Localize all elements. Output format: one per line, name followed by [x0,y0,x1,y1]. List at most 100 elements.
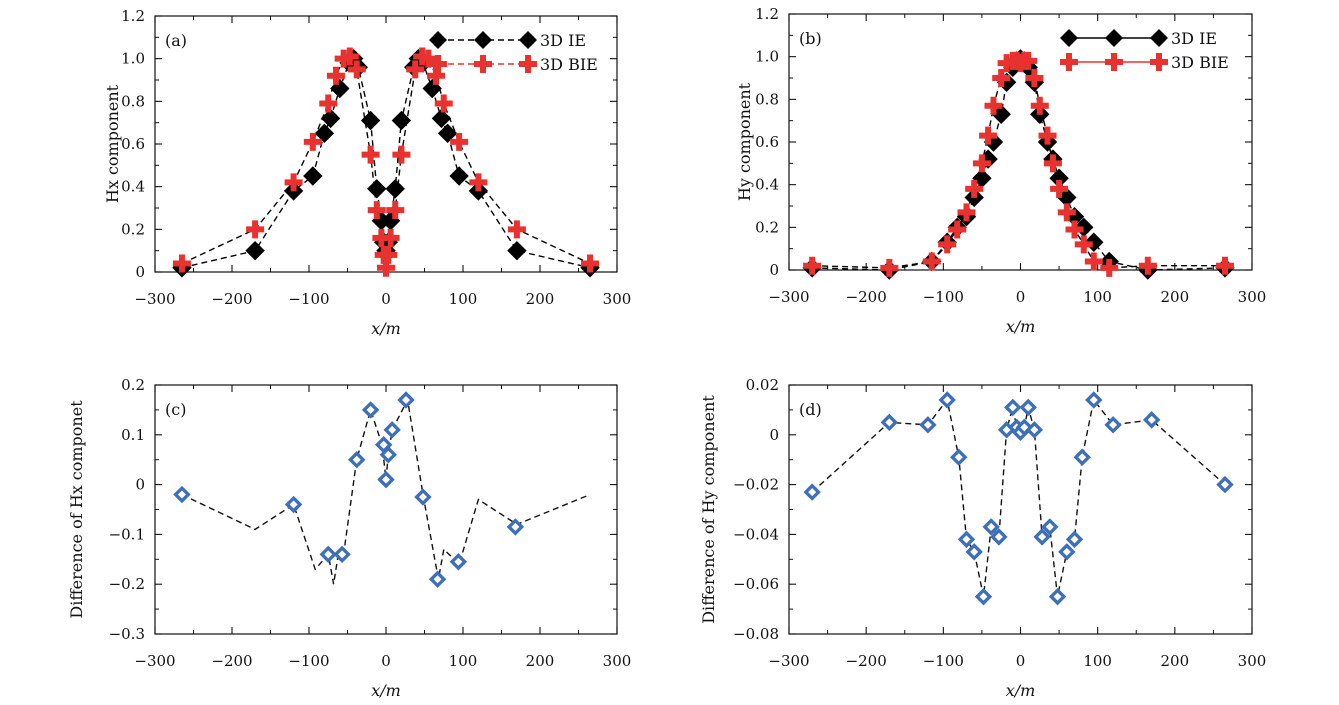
x-tick-label: 0 [1016,288,1026,306]
y-tick-label: 0.8 [121,92,145,110]
y-tick-label: −0.1 [109,525,145,543]
legend-marker [1060,29,1078,47]
panel-label: (b) [799,29,822,48]
legend-label: 3D BIE [540,55,598,74]
y-tick-label: 0.1 [121,426,145,444]
bie-marker [361,145,380,164]
bie-marker [1030,96,1049,115]
difference-marker-center [352,455,361,464]
x-axis-title: x/m [1006,681,1036,700]
y-tick-label: −0.04 [733,525,779,543]
bie-marker [377,258,395,277]
difference-marker-center [1109,420,1118,429]
difference-marker-center [454,557,463,566]
bie-marker [450,132,469,151]
panel-label: (c) [165,400,186,419]
y-tick-label: −0.06 [733,575,779,593]
bie-marker [246,220,265,239]
bie-marker [1074,235,1093,254]
ie-marker [320,108,341,129]
difference-marker-center [808,488,817,497]
difference-marker-center [962,535,971,544]
bie-marker [938,235,957,254]
panel-a: −300 −200 −100 0 100 200 300 0 0.2 0.4 0.6 0.8 1.0 1.… [103,7,631,338]
bie-marker [972,154,991,173]
x-tick-label: 0 [381,290,391,308]
x-tick-label: 100 [1083,288,1112,306]
bie-marker [992,69,1011,87]
bie-marker [340,47,359,66]
plot-frame [154,384,618,635]
x-tick-label: 300 [1238,652,1267,670]
x-axis-title: x/m [1006,317,1036,336]
bie-marker [1084,252,1103,271]
difference-marker-center [418,493,427,502]
ie-marker [314,123,335,144]
bie-marker [965,179,984,198]
legend-marker [429,31,447,49]
x-tick-label: 200 [526,652,555,670]
difference-marker-center [366,405,375,414]
difference-marker-center [402,395,411,404]
bie-marker [1038,126,1057,145]
difference-marker-center [994,532,1003,541]
difference-marker-center [1070,535,1079,544]
ie-marker [437,123,458,144]
bie-marker [803,256,822,275]
bie-marker [979,126,998,145]
series-line [812,60,1225,269]
difference-marker-center [1220,480,1229,489]
bie-marker [581,254,600,273]
difference-marker-center [1053,592,1062,601]
legend-marker [474,31,492,49]
panel-label: (a) [165,31,187,50]
x-tick-label: −300 [768,652,809,670]
x-tick-label: −200 [846,652,887,670]
y-tick-label: 0.8 [755,90,779,108]
difference-marker-center [433,575,442,584]
difference-marker-center [1008,403,1017,412]
difference-marker-center [1024,403,1033,412]
x-tick-label: 200 [526,290,555,308]
bie-marker [347,60,366,79]
difference-marker-center [382,475,390,484]
x-tick-label: −200 [211,290,252,308]
x-tick-label: −100 [288,290,329,308]
x-tick-label: −200 [211,652,252,670]
bie-marker [303,132,322,151]
bie-marker [326,66,345,85]
bie-marker [1215,256,1234,275]
legend-label: 3D BIE [1171,53,1229,72]
bie-marker [957,203,976,222]
bie-marker [507,220,526,239]
ie-marker [385,179,405,199]
y-tick-label: −0.08 [733,625,779,643]
ie-marker [507,240,527,261]
legend-marker [519,55,537,73]
bie-marker [1050,179,1069,198]
y-tick-label: −0.3 [109,625,145,643]
bie-marker [984,96,1003,115]
bie-marker [284,173,303,192]
difference-marker-center [338,550,347,559]
x-tick-label: −300 [134,290,175,308]
difference-marker-center [970,547,979,556]
bie-marker [948,220,967,239]
ie-marker [303,166,323,186]
ie-marker [245,240,265,261]
x-tick-label: 100 [1083,652,1112,670]
x-tick-label: 100 [449,290,478,308]
legend-marker [474,55,492,73]
bie-marker [922,252,941,271]
ie-marker [431,108,452,129]
panel-b: −300 −200 −100 0 100 200 300 0 0.2 0.4 0.6 0.8 1.0 1.… [735,5,1266,336]
bie-marker [1057,203,1076,222]
difference-marker-center [1062,547,1071,556]
bie-marker [434,94,453,113]
x-tick-label: −100 [288,652,329,670]
y-tick-label: 1.0 [121,50,145,68]
legend-marker [1060,53,1078,71]
difference-marker-center [954,453,963,462]
panel-label: (d) [799,400,822,419]
bie-marker [427,66,446,85]
